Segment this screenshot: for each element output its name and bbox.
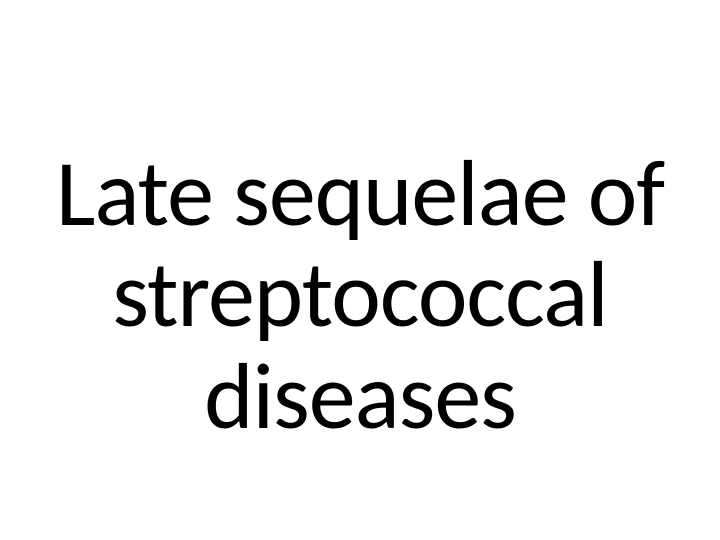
title-line-1: Late sequelae of bbox=[56, 143, 664, 245]
slide-title: Late sequelae of streptococcal diseases bbox=[56, 93, 664, 448]
title-line-2: streptococcal bbox=[56, 244, 664, 346]
title-line-3: diseases bbox=[56, 346, 664, 448]
